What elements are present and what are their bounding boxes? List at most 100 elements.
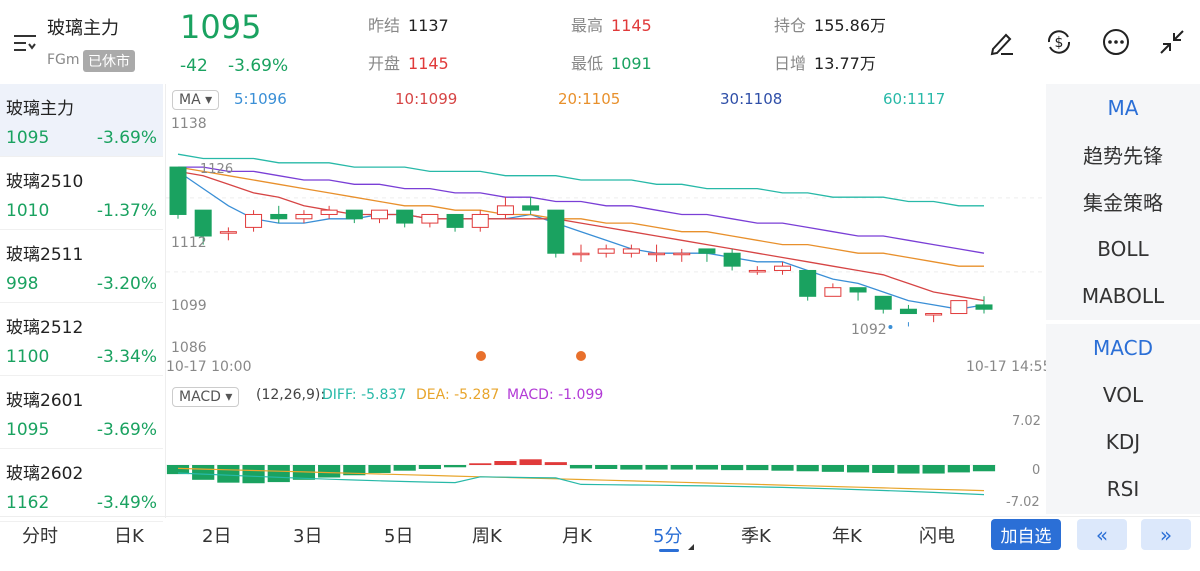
indicator-rsi[interactable]: RSI bbox=[1106, 476, 1140, 501]
macd-histogram-bar bbox=[368, 465, 391, 473]
contract-item[interactable]: 玻璃2510 1010 -1.37% bbox=[0, 157, 163, 230]
tab-quarterly[interactable]: 季K bbox=[741, 526, 771, 547]
candle-body bbox=[673, 252, 691, 256]
main-indicator-panel: MA 趋势先锋 集金策略 BOLL MABOLL bbox=[1046, 84, 1200, 320]
indicator-ma[interactable]: MA bbox=[1107, 95, 1139, 120]
candle-body bbox=[320, 209, 338, 215]
contract-list: 玻璃主力 1095 -3.69% 玻璃2510 1010 -1.37% 玻璃2511 99… bbox=[0, 84, 163, 522]
candle-body bbox=[723, 252, 741, 267]
ma-line-ma60 bbox=[177, 153, 984, 207]
macd-histogram-bar bbox=[494, 461, 517, 465]
indicator-trend[interactable]: 趋势先锋 bbox=[1083, 144, 1163, 168]
add-watchlist-button[interactable]: 加自选 bbox=[991, 519, 1061, 550]
macd-histogram-bar bbox=[796, 465, 819, 472]
candle-body bbox=[975, 304, 993, 310]
candle-body bbox=[396, 209, 414, 224]
instrument-name: 玻璃主力 bbox=[47, 18, 119, 39]
candle-body bbox=[774, 265, 791, 271]
macd-histogram-bar bbox=[746, 465, 769, 471]
macd-histogram-bar bbox=[469, 463, 492, 465]
indicator-strategy[interactable]: 集金策略 bbox=[1083, 191, 1163, 215]
macd-histogram-bar bbox=[922, 465, 945, 474]
candle-body bbox=[622, 248, 640, 254]
prev-page-button[interactable]: « bbox=[1077, 519, 1127, 550]
macd-histogram-bar bbox=[872, 465, 895, 473]
stat-prev-settle: 昨结 1137 bbox=[368, 16, 449, 35]
macd-histogram-bar bbox=[267, 465, 290, 483]
tab-5day[interactable]: 5日 bbox=[384, 526, 414, 547]
indicator-vol[interactable]: VOL bbox=[1102, 382, 1144, 407]
ma-line-ma20 bbox=[177, 166, 984, 267]
tab-daily[interactable]: 日K bbox=[114, 526, 144, 547]
stat-high: 最高 1145 bbox=[571, 16, 652, 35]
price-chart[interactable] bbox=[166, 112, 1046, 360]
next-page-button[interactable]: » bbox=[1141, 519, 1191, 550]
y-tick-mid1: 1112 bbox=[171, 235, 207, 251]
macd-chart[interactable] bbox=[166, 410, 1046, 510]
macd-axis-top: 7.02 bbox=[1012, 414, 1041, 429]
macd-indicator-select[interactable]: MACD ▾ bbox=[172, 386, 240, 407]
indicator-maboll[interactable]: MABOLL bbox=[1081, 283, 1165, 308]
max-price-label: 1126 bbox=[200, 162, 234, 177]
candle-body bbox=[547, 209, 565, 254]
candle-body bbox=[849, 287, 867, 293]
y-tick-mid2: 1099 bbox=[171, 298, 207, 314]
macd-histogram-bar bbox=[821, 465, 844, 472]
indicator-boll[interactable]: BOLL bbox=[1097, 236, 1149, 261]
candle-body bbox=[572, 252, 590, 256]
candle-body bbox=[799, 269, 817, 297]
contract-item[interactable]: 玻璃2602 1162 -3.49% bbox=[0, 449, 163, 522]
contract-item[interactable]: 玻璃2511 998 -3.20% bbox=[0, 230, 163, 303]
candle-body bbox=[446, 213, 464, 228]
list-toggle-icon[interactable] bbox=[12, 32, 38, 58]
event-marker[interactable] bbox=[476, 351, 486, 361]
macd-histogram-bar bbox=[846, 465, 870, 473]
shrink-icon[interactable] bbox=[1154, 24, 1190, 60]
candle-body bbox=[824, 287, 842, 297]
price-change: -42 bbox=[180, 56, 208, 76]
min-marker-dot bbox=[888, 325, 893, 329]
macd-histogram-bar bbox=[620, 465, 643, 470]
stat-low: 最低 1091 bbox=[571, 54, 652, 73]
tab-weekly[interactable]: 周K bbox=[472, 526, 502, 547]
tab-monthly[interactable]: 月K bbox=[562, 526, 592, 547]
contract-item[interactable]: 玻璃2601 1095 -3.69% bbox=[0, 376, 163, 449]
tab-flash[interactable]: 闪电 bbox=[919, 526, 955, 547]
macd-histogram-bar bbox=[595, 465, 618, 469]
candle-body bbox=[219, 231, 237, 234]
pencil-icon[interactable] bbox=[984, 24, 1020, 60]
tab-dropdown-icon bbox=[688, 544, 694, 550]
last-price: 1095 bbox=[180, 8, 262, 46]
tab-5min[interactable]: 5分 bbox=[653, 526, 683, 547]
ma-line-ma30 bbox=[178, 166, 985, 254]
indicator-macd[interactable]: MACD bbox=[1093, 335, 1153, 360]
contract-item[interactable]: 玻璃2512 1100 -3.34% bbox=[0, 303, 163, 376]
event-marker[interactable] bbox=[576, 351, 586, 361]
stat-open: 开盘 1145 bbox=[368, 54, 449, 73]
macd-axis-bottom: -7.02 bbox=[1006, 495, 1040, 510]
tab-2day[interactable]: 2日 bbox=[202, 526, 232, 547]
macd-diff-line bbox=[177, 472, 985, 496]
y-tick-top: 1138 bbox=[171, 116, 207, 132]
macd-histogram-bar bbox=[418, 465, 441, 469]
min-price-label: 1092 bbox=[851, 322, 887, 338]
more-icon[interactable] bbox=[1098, 24, 1134, 60]
market-status-badge: 已休市 bbox=[83, 50, 135, 72]
ma-line-ma10 bbox=[177, 170, 985, 302]
dollar-refresh-icon[interactable]: $ bbox=[1041, 24, 1077, 60]
macd-dea-line bbox=[177, 467, 985, 492]
tab-intraday[interactable]: 分时 bbox=[22, 526, 58, 547]
instrument-code: FGm bbox=[47, 52, 80, 68]
candle-body bbox=[496, 205, 514, 215]
candle-body bbox=[345, 209, 363, 220]
candle-body bbox=[925, 313, 943, 316]
contract-item[interactable]: 玻璃主力 1095 -3.69% bbox=[0, 84, 163, 157]
macd-histogram-bar bbox=[166, 465, 190, 475]
svg-text:$: $ bbox=[1055, 35, 1064, 51]
macd-histogram-bar bbox=[771, 465, 794, 471]
ma-indicator-select[interactable]: MA ▾ bbox=[172, 89, 220, 110]
indicator-kdj[interactable]: KDJ bbox=[1105, 429, 1141, 454]
tab-3day[interactable]: 3日 bbox=[293, 526, 323, 547]
candle-body bbox=[950, 300, 968, 315]
tab-yearly[interactable]: 年K bbox=[832, 526, 862, 547]
